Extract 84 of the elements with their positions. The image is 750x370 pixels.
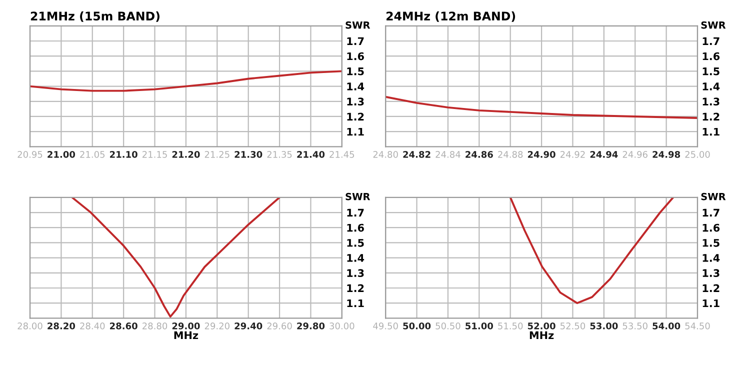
x-tick-label: 29.40 <box>234 322 262 330</box>
x-tick-label: 54.50 <box>685 322 710 330</box>
y-tick-label: 1.5 <box>347 239 364 247</box>
x-tick-label: 50.00 <box>403 322 431 330</box>
y-tick-label: 1.1 <box>702 299 720 308</box>
x-tick-label: 21.15 <box>142 151 167 158</box>
y-tick-label: 1.2 <box>702 112 720 120</box>
y-axis-title: SWR <box>346 192 370 200</box>
y-tick-label: 1.3 <box>702 98 720 106</box>
y-tick-label: 1.5 <box>702 239 720 247</box>
x-tick-label: 28.20 <box>48 322 76 330</box>
y-tick-label: 1.7 <box>347 37 364 45</box>
y-tick-label: 1.4 <box>702 254 720 262</box>
x-tick-label: 21.25 <box>204 151 230 158</box>
x-tick-label: 53.50 <box>622 322 648 330</box>
x-tick-label: 50.50 <box>436 322 460 330</box>
x-tick-label: 49.50 <box>373 322 398 330</box>
x-tick-label: 29.60 <box>267 322 292 330</box>
x-tick-label: 24.96 <box>622 151 648 158</box>
y-tick-label: 1.1 <box>347 128 364 136</box>
chart-title: 24MHz (12m BAND) <box>386 11 516 22</box>
y-tick-label: 1.7 <box>347 208 364 216</box>
x-tick-label: 28.60 <box>110 322 138 330</box>
x-tick-label: 21.00 <box>48 151 76 158</box>
x-tick-label: 24.80 <box>373 151 398 158</box>
x-tick-label: 21.20 <box>172 151 200 158</box>
y-tick-label: 1.6 <box>702 52 720 60</box>
y-tick-label: 1.1 <box>702 128 720 136</box>
y-tick-label: 1.3 <box>702 269 720 278</box>
line-series <box>509 197 674 304</box>
x-tick-label: 24.82 <box>403 151 430 158</box>
x-tick-label: 29.80 <box>297 322 325 330</box>
x-tick-label: 21.10 <box>110 151 138 158</box>
y-axis-title: SWR <box>701 192 726 200</box>
x-tick-label: 29.20 <box>204 322 230 330</box>
y-tick-label: 1.3 <box>347 98 364 106</box>
line-series <box>71 197 281 318</box>
x-tick-label: 25.00 <box>685 151 710 158</box>
x-tick-label: 28.80 <box>142 322 168 330</box>
x-tick-label: 24.94 <box>590 151 618 158</box>
x-tick-label: 24.98 <box>652 151 680 158</box>
x-tick-label: 24.88 <box>498 151 523 158</box>
x-tick-label: 54.00 <box>652 322 680 330</box>
x-tick-label: 52.50 <box>560 322 586 330</box>
y-tick-label: 1.4 <box>702 82 720 90</box>
x-tick-label: 20.95 <box>18 151 42 158</box>
y-tick-label: 1.6 <box>347 224 364 232</box>
x-tick-label: 21.40 <box>297 151 325 158</box>
y-tick-label: 1.7 <box>702 208 720 216</box>
x-tick-label: 28.00 <box>18 322 42 330</box>
chart-title: 21MHz (15m BAND) <box>30 11 160 22</box>
x-axis-title: MHz <box>174 331 198 340</box>
x-tick-label: 51.00 <box>466 322 494 330</box>
y-tick-label: 1.7 <box>702 37 720 45</box>
x-tick-label: 30.00 <box>330 322 354 330</box>
x-tick-label: 24.92 <box>560 151 585 158</box>
y-tick-label: 1.6 <box>347 52 364 60</box>
y-tick-label: 1.5 <box>347 68 364 76</box>
x-axis-title: MHz <box>530 331 554 340</box>
x-tick-label: 53.00 <box>590 322 618 330</box>
line-series <box>30 70 342 92</box>
y-tick-label: 1.6 <box>702 224 720 232</box>
y-tick-label: 1.5 <box>702 68 720 76</box>
y-tick-label: 1.4 <box>347 82 364 90</box>
y-tick-label: 1.4 <box>347 254 364 262</box>
line-series <box>386 96 698 119</box>
x-tick-label: 24.86 <box>466 151 493 158</box>
x-tick-label: 29.00 <box>172 322 200 330</box>
y-tick-label: 1.2 <box>702 284 720 292</box>
x-tick-label: 24.84 <box>436 151 460 158</box>
y-axis-title: SWR <box>346 21 370 29</box>
x-tick-label: 51.50 <box>498 322 523 330</box>
y-axis-title: SWR <box>701 21 726 29</box>
x-tick-label: 52.00 <box>528 322 556 330</box>
x-tick-label: 21.35 <box>267 151 292 158</box>
y-tick-label: 1.1 <box>347 299 364 308</box>
x-tick-label: 28.40 <box>80 322 105 330</box>
x-tick-label: 21.05 <box>80 151 105 158</box>
x-tick-label: 21.45 <box>330 151 354 158</box>
y-tick-label: 1.3 <box>347 269 364 278</box>
x-tick-label: 24.90 <box>528 151 556 158</box>
y-tick-label: 1.2 <box>347 284 364 292</box>
x-tick-label: 21.30 <box>234 151 262 158</box>
y-tick-label: 1.2 <box>347 112 364 120</box>
